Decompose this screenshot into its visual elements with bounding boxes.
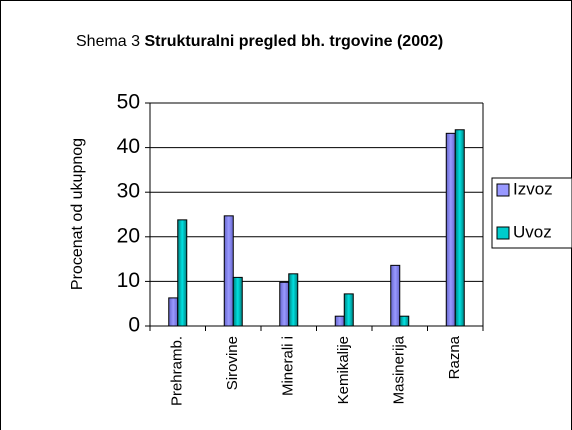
- legend-swatch: [496, 226, 510, 240]
- title-main: Strukturalni pregled bh. trgovine (2002): [145, 33, 444, 50]
- bar: [399, 315, 410, 327]
- bar: [168, 297, 179, 327]
- x-tick-label: Minerali i: [280, 336, 297, 396]
- x-tick-label: Sirovine: [224, 336, 241, 390]
- title-prefix: Shema 3: [76, 33, 140, 50]
- y-tick-label: 0: [128, 314, 140, 337]
- y-tick-label: 40: [117, 135, 140, 158]
- y-tick-label: 20: [117, 224, 140, 247]
- x-tick-label: Kemikalije: [335, 336, 352, 404]
- legend-swatch: [496, 183, 510, 197]
- bar: [343, 293, 354, 327]
- bar: [223, 215, 234, 327]
- x-tick-label: Prehramb.: [169, 336, 186, 406]
- bar: [288, 273, 299, 327]
- bar: [334, 315, 345, 327]
- legend-label: Uvoz: [513, 222, 552, 241]
- bar: [177, 219, 188, 327]
- bar: [390, 264, 401, 327]
- x-tick-label: Razna: [446, 335, 463, 379]
- x-tick-label: Masinerija: [391, 335, 408, 404]
- y-tick-label: 50: [117, 91, 140, 114]
- y-tick-label: 30: [117, 180, 140, 203]
- legend-label: Izvoz: [513, 179, 553, 198]
- y-tick-label: 10: [117, 269, 140, 292]
- bar: [445, 132, 456, 327]
- y-axis-label: Procenat od ukupnog: [69, 138, 86, 290]
- bar: [454, 129, 465, 327]
- bar: [279, 281, 290, 327]
- chart-title: Shema 3 Strukturalni pregled bh. trgovin…: [76, 33, 443, 50]
- bar: [232, 276, 243, 327]
